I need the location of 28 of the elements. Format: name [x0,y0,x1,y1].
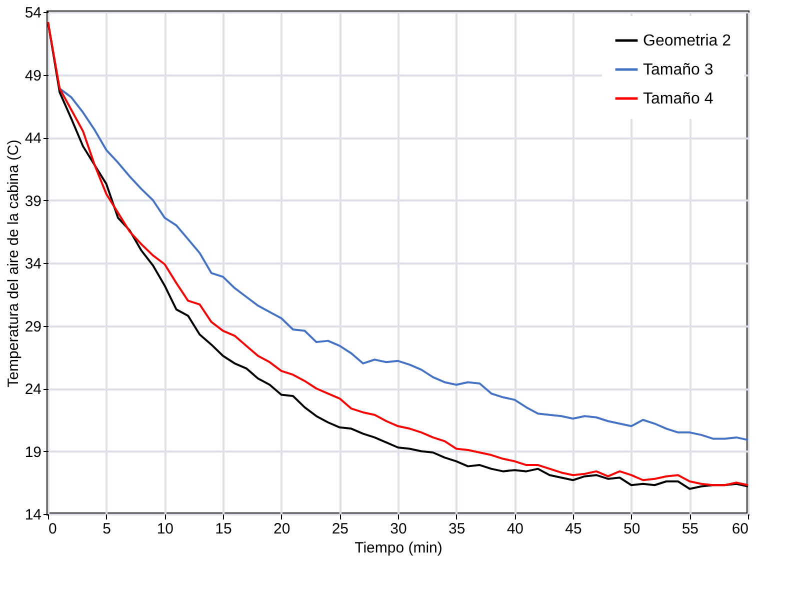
y-tick-label: 29 [24,318,42,336]
x-tick-label: 40 [506,520,524,538]
y-tick-label: 39 [24,192,42,210]
legend-label: Tamaño 3 [643,62,714,78]
x-tick-label: 50 [623,520,640,538]
y-axis-title: Temperatura del aire de la cabina (C) [4,140,22,388]
y-tick-label: 19 [24,444,42,461]
y-tick-label: 14 [24,506,42,524]
y-tick-label: 49 [24,67,42,84]
x-tick-label: 5 [102,520,112,538]
y-tick-label: 34 [24,256,42,272]
x-tick-label: 60 [732,520,748,538]
x-tick-label: 25 [332,520,349,538]
x-tick-label: 20 [273,520,290,538]
x-tick-label: 0 [48,520,57,538]
x-tick-label: 55 [682,520,699,538]
x-tick-label: 35 [448,520,466,538]
x-tick-label: 45 [565,520,582,538]
y-tick-label: 24 [24,381,42,398]
x-tick-label: 15 [215,520,232,538]
x-tick-label: 10 [156,520,174,538]
line-series [58,88,749,441]
x-tick-label: 30 [390,520,407,538]
x-axis-title: Tiempo (min) [354,540,442,556]
legend-label: Geometria 2 [643,32,732,50]
y-tick-label: 54 [24,4,42,22]
y-tick-label: 44 [24,130,42,147]
legend-label: Tamaño 4 [643,90,714,108]
